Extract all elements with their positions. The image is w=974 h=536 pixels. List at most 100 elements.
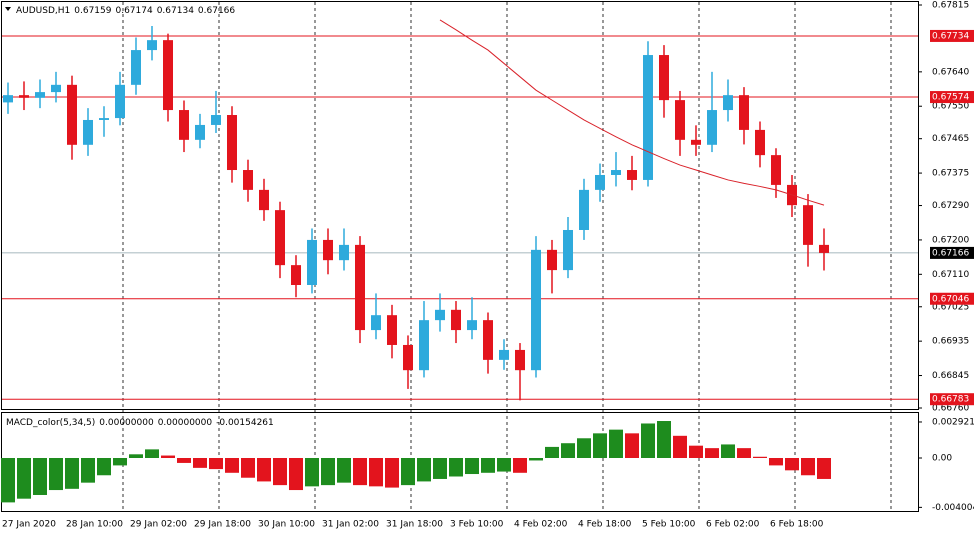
macd-bar bbox=[529, 458, 543, 461]
symbol: AUDUSD,H1 bbox=[16, 6, 70, 16]
candle-body bbox=[563, 229, 573, 271]
candle-body bbox=[3, 95, 13, 103]
macd-bar bbox=[353, 458, 367, 486]
x-tick-label: 31 Jan 18:00 bbox=[386, 520, 443, 530]
candle-body bbox=[531, 249, 541, 371]
macd-bar bbox=[705, 448, 719, 458]
level-label: 0.67574 bbox=[932, 93, 969, 103]
level-label-box bbox=[930, 91, 974, 104]
header-value: 0.67134 bbox=[157, 6, 194, 16]
macd-bar bbox=[33, 458, 47, 495]
candle-body bbox=[659, 55, 669, 101]
current-price-box bbox=[930, 246, 974, 259]
x-tick-label: 6 Feb 02:00 bbox=[706, 520, 760, 530]
candle-body bbox=[675, 100, 685, 140]
macd-bar bbox=[465, 458, 479, 475]
candle-body bbox=[579, 189, 589, 230]
macd-bar bbox=[257, 458, 271, 482]
macd-bar bbox=[609, 429, 623, 458]
header: AUDUSD,H1 0.67159 0.67174 0.67134 0.67166 bbox=[16, 6, 235, 16]
y-tick-label: 0.67550 bbox=[932, 102, 969, 112]
x-tick-label: 28 Jan 10:00 bbox=[66, 520, 123, 530]
x-tick-label: 4 Feb 02:00 bbox=[514, 520, 568, 530]
macd-bar bbox=[641, 423, 655, 458]
macd-bar bbox=[753, 456, 767, 458]
y-tick-label: 0.67640 bbox=[932, 67, 969, 77]
candle-body bbox=[691, 139, 701, 145]
header-value: 0.67159 bbox=[74, 6, 111, 16]
y-tick-label: 0.66845 bbox=[932, 371, 969, 381]
macd-bar bbox=[305, 458, 319, 487]
macd-bar bbox=[801, 458, 815, 476]
macd-title: MACD_color(5,34,5) bbox=[6, 418, 95, 428]
macd-bar bbox=[337, 458, 351, 483]
macd-bar bbox=[561, 443, 575, 458]
macd-bar bbox=[289, 458, 303, 491]
macd-bar bbox=[273, 458, 287, 486]
candle-body bbox=[259, 189, 269, 211]
candle-body bbox=[99, 118, 109, 120]
candle-body bbox=[755, 129, 765, 156]
macd-bar bbox=[593, 433, 607, 458]
macd-bar bbox=[625, 433, 639, 458]
macd-header-value: 0.00000000 bbox=[158, 418, 213, 428]
level-label: 0.66783 bbox=[932, 395, 969, 405]
menu-arrow bbox=[5, 7, 11, 11]
y-tick-label: 0.67025 bbox=[932, 302, 969, 312]
macd-bar bbox=[113, 458, 127, 466]
candle-body bbox=[355, 244, 365, 331]
macd-bar bbox=[17, 458, 31, 499]
candle-body bbox=[499, 349, 509, 360]
candle-body bbox=[19, 95, 29, 98]
header-value: 0.67166 bbox=[198, 6, 235, 16]
macd-bar bbox=[97, 458, 111, 476]
macd-bar bbox=[385, 458, 399, 488]
candle-body bbox=[163, 40, 173, 111]
candle-body bbox=[115, 84, 125, 119]
macd-bar bbox=[177, 458, 191, 463]
candle-body bbox=[323, 239, 333, 261]
candle-body bbox=[83, 119, 93, 145]
candle-body bbox=[819, 244, 829, 253]
x-tick-label: 29 Jan 18:00 bbox=[194, 520, 251, 530]
macd-bar bbox=[49, 458, 63, 491]
candle-body bbox=[643, 55, 653, 180]
y-tick-label: 0.67815 bbox=[932, 1, 969, 11]
candle-body bbox=[243, 170, 253, 190]
candle-body bbox=[435, 309, 445, 321]
candle-body bbox=[195, 124, 205, 140]
level-label-box bbox=[930, 29, 974, 42]
candle-body bbox=[35, 92, 45, 98]
y-tick-label: 0.00 bbox=[932, 454, 952, 464]
macd-bar bbox=[225, 458, 239, 473]
macd-bar bbox=[721, 444, 735, 458]
candle-body bbox=[611, 170, 621, 175]
macd-header-value: -0.00154261 bbox=[216, 418, 274, 428]
macd-bar bbox=[545, 446, 559, 458]
macd-bar bbox=[129, 454, 143, 458]
candle-body bbox=[723, 95, 733, 111]
macd-bar bbox=[241, 458, 255, 478]
x-tick-label: 6 Feb 18:00 bbox=[770, 520, 824, 530]
y-tick-label: 0.67375 bbox=[932, 169, 969, 179]
plot-area bbox=[3, 19, 829, 401]
moving-average bbox=[439, 19, 825, 206]
macd-bar bbox=[657, 421, 671, 458]
candle-body bbox=[739, 95, 749, 130]
macd-bar bbox=[401, 458, 415, 486]
candle-body bbox=[51, 84, 61, 93]
x-tick-label: 29 Jan 02:00 bbox=[130, 520, 187, 530]
macd-bar bbox=[785, 458, 799, 471]
y-tick-label: 0.67290 bbox=[932, 201, 969, 211]
candle-body bbox=[803, 205, 813, 245]
level-label: 0.67734 bbox=[932, 31, 969, 41]
candle-body bbox=[483, 320, 493, 360]
candle-body bbox=[67, 84, 77, 145]
macd-bar bbox=[433, 458, 447, 479]
x-tick-label: 4 Feb 18:00 bbox=[578, 520, 632, 530]
y-tick-label: 0.66935 bbox=[932, 337, 969, 347]
level-label: 0.67046 bbox=[932, 294, 969, 304]
y-tick-label: 0.67465 bbox=[932, 134, 969, 144]
